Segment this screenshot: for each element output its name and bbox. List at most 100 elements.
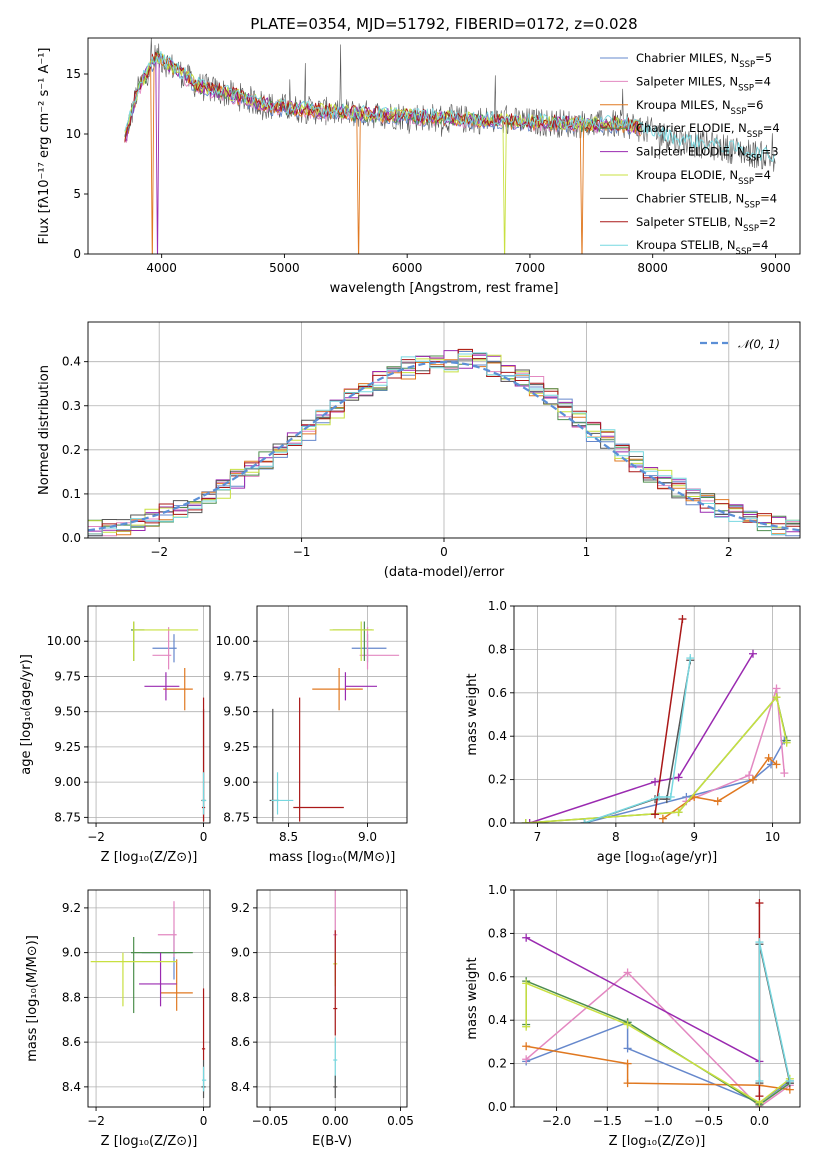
data-point xyxy=(359,627,400,670)
y-tick-label: 9.50 xyxy=(223,705,250,719)
legend-entry: Chabrier MILES, NSSP=5 xyxy=(636,51,772,70)
axes-frame xyxy=(87,37,801,255)
series-marker xyxy=(521,819,530,823)
y-tick-label: 0.6 xyxy=(488,686,507,700)
series-marker xyxy=(654,792,663,801)
axes-frame xyxy=(256,889,408,1108)
series-marker xyxy=(755,1076,764,1085)
x-axis-label: wavelength [Angstrom, rest frame] xyxy=(330,281,559,296)
data-point xyxy=(130,936,193,1014)
x-axis-label: Z [log₁₀(Z/Z⊙)] xyxy=(101,850,198,865)
series-marker xyxy=(686,654,695,663)
residuals-panel: −2 −1 0 1 2 0.0 0.1 0.2 0.3 0.4 (data-model)/error… xyxy=(37,321,801,580)
weight-series xyxy=(584,657,692,823)
x-axis-label: age [log₁₀(age/yr)] xyxy=(597,850,718,865)
x-tick-label: 8000 xyxy=(637,261,668,275)
y-axis-label: age [log₁₀(age/yr)] xyxy=(19,654,34,775)
series-marker xyxy=(651,810,660,819)
x-tick-label: −2 xyxy=(150,545,168,559)
legend-entry: Kroupa MILES, NSSP=6 xyxy=(636,98,763,117)
legend-entry: Kroupa STELIB, NSSP=4 xyxy=(636,238,768,257)
legend-entry: 𝒩(0, 1) xyxy=(738,337,780,351)
y-tick-label: 9.00 xyxy=(54,775,81,789)
data-point xyxy=(144,672,180,701)
data-point xyxy=(293,697,344,822)
weight-series xyxy=(529,653,754,823)
weight-series xyxy=(525,971,791,1107)
series-marker xyxy=(755,1092,764,1101)
model-spectrum xyxy=(124,51,775,162)
weight-series xyxy=(654,618,684,815)
y-tick-label: 9.2 xyxy=(62,901,81,915)
x-tick-label: 9 xyxy=(690,830,698,844)
y-tick-label: 8.75 xyxy=(223,810,250,824)
normal-curve xyxy=(88,360,800,532)
x-tick-label: −0.5 xyxy=(694,1114,723,1128)
y-tick-label: 5 xyxy=(73,187,81,201)
y-tick-label: 0.2 xyxy=(62,443,81,457)
y-tick-label: 0.0 xyxy=(62,531,81,545)
x-axis-label: Z [log₁₀(Z/Z⊙)] xyxy=(101,1134,198,1149)
y-axis-label: mass weight xyxy=(465,673,480,755)
legend-entry: Kroupa ELODIE, NSSP=4 xyxy=(636,168,771,187)
axes-frame xyxy=(87,605,211,824)
y-tick-label: 0.8 xyxy=(488,926,507,940)
series-marker xyxy=(522,1042,531,1051)
plot-area xyxy=(88,890,210,1107)
y-tick-label: 8.4 xyxy=(62,1080,81,1094)
x-tick-label: −1 xyxy=(293,545,311,559)
plot-area xyxy=(257,606,407,823)
weight-series xyxy=(525,937,760,1063)
y-tick-label: 0.4 xyxy=(62,355,81,369)
plot-area xyxy=(88,322,800,538)
y-tick-label: 0.1 xyxy=(62,487,81,501)
series-marker xyxy=(772,760,781,769)
age-vs-metallicity-panel: −2 0 8.75 9.00 9.25 9.50 9.75 10.00 Z [log₁₀(Z/Z… xyxy=(19,605,211,865)
data-point xyxy=(333,1037,338,1083)
y-axis-label: Flux [fλ10⁻¹⁷ erg cm⁻² s⁻¹ A⁻¹] xyxy=(37,48,52,245)
series-marker xyxy=(764,753,773,762)
massweight-vs-metallicity-panel: −2.0 −1.5 −1.0 −0.5 0.0 0.0 0.2 0.4 0.6 0.8 1.0 Z [… xyxy=(465,883,801,1149)
legend-entry: Salpeter STELIB, NSSP=2 xyxy=(636,215,776,234)
axes-frame xyxy=(513,605,801,824)
x-tick-label: 0 xyxy=(200,1114,208,1128)
x-tick-label: −2 xyxy=(87,830,105,844)
data-point xyxy=(152,627,172,670)
x-tick-label: 2 xyxy=(725,545,733,559)
data-point xyxy=(271,772,294,815)
weight-series xyxy=(584,660,692,823)
plot-area xyxy=(514,890,800,1107)
y-tick-label: 0.2 xyxy=(488,773,507,787)
series-marker xyxy=(623,1020,632,1029)
series-marker xyxy=(623,1044,632,1053)
mass-vs-ebv-panel: −0.05 0.00 0.05 8.4 8.6 8.8 9.0 9.2 E(B-V) xyxy=(231,889,414,1149)
mass-vs-metallicity-panel: −2 0 8.4 8.6 8.8 9.0 9.2 Z [log₁₀(Z/Z⊙)] mass [l… xyxy=(25,889,211,1149)
y-tick-label: 9.75 xyxy=(223,669,250,683)
series-marker xyxy=(522,933,531,942)
x-tick-label: 8.5 xyxy=(279,830,298,844)
y-tick-label: 0.0 xyxy=(488,816,507,830)
weight-series xyxy=(584,740,785,823)
data-point xyxy=(312,668,363,711)
y-tick-label: 1.0 xyxy=(488,883,507,897)
series-marker xyxy=(623,1059,632,1068)
series-marker xyxy=(772,684,781,693)
x-tick-label: 0 xyxy=(200,830,208,844)
x-tick-label: −2.0 xyxy=(542,1114,571,1128)
series-marker xyxy=(785,1076,794,1085)
y-tick-label: 8.4 xyxy=(231,1080,250,1094)
x-axis-label: (data-model)/error xyxy=(384,565,505,580)
x-tick-label: 6000 xyxy=(392,261,423,275)
axes-frame xyxy=(513,889,801,1108)
x-tick-label: 8 xyxy=(612,830,620,844)
legend-entry: Salpeter ELODIE, NSSP=3 xyxy=(636,145,779,164)
data-point xyxy=(333,930,338,1036)
series-marker xyxy=(674,773,683,782)
data-point xyxy=(152,634,177,663)
observed-spectrum xyxy=(124,38,776,172)
plot-area xyxy=(124,38,776,254)
y-axis-label: mass weight xyxy=(465,957,480,1039)
x-tick-label: 10 xyxy=(765,830,780,844)
weight-series xyxy=(686,687,786,802)
